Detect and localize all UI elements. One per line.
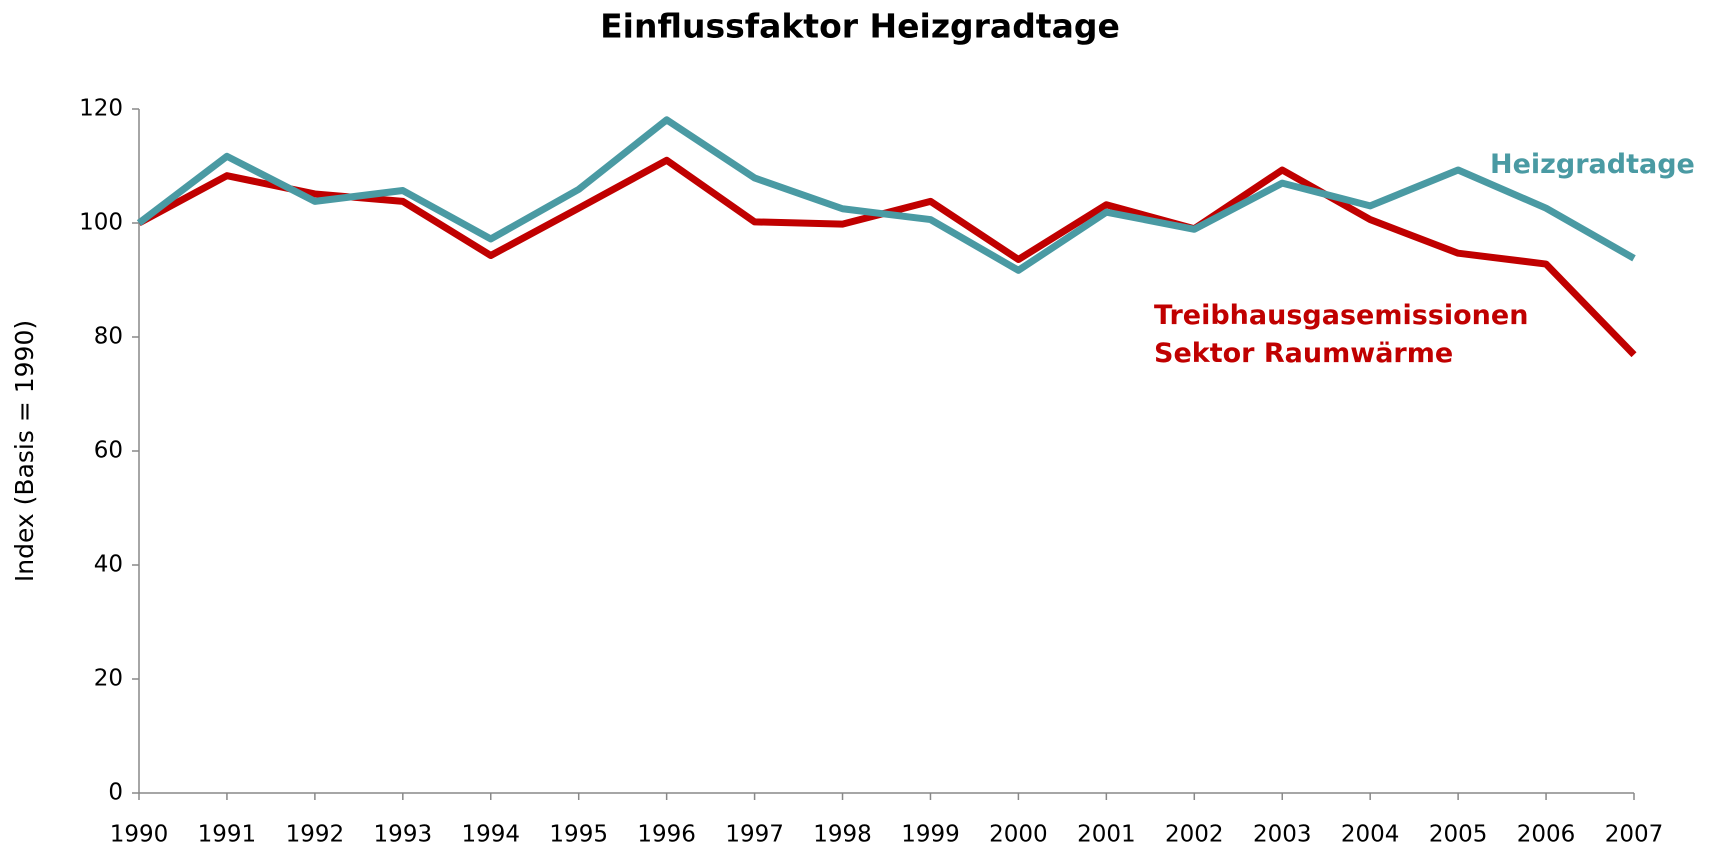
x-tick-label: 2006	[1517, 822, 1576, 848]
x-tick-label: 2000	[989, 822, 1048, 848]
x-tick-label: 2007	[1605, 822, 1664, 848]
x-tick-label: 1998	[813, 822, 872, 848]
x-tick-label: 2002	[1165, 822, 1224, 848]
x-tick-label: 1999	[901, 822, 960, 848]
x-tick-label: 2005	[1429, 822, 1488, 848]
chart-title: Einflussfaktor Heizgradtage	[600, 7, 1120, 46]
y-tick-label: 0	[108, 780, 123, 806]
y-tick-label: 60	[94, 438, 123, 464]
y-tick-label: 120	[79, 96, 123, 122]
x-tick-label: 1997	[725, 822, 784, 848]
series-label: Heizgradtage	[1490, 149, 1695, 180]
x-tick-label: 1990	[110, 822, 169, 848]
x-tick-label: 1995	[549, 822, 608, 848]
x-tick-label: 1994	[461, 822, 520, 848]
series-line	[136, 116, 1636, 274]
y-tick-label: 40	[94, 552, 123, 578]
x-tick-label: 2003	[1253, 822, 1312, 848]
y-tick-label: 80	[94, 324, 123, 350]
x-tick-label: 1996	[637, 822, 696, 848]
series-label: Treibhausgasemissionen Sektor Raumwärme	[1154, 300, 1529, 369]
x-tick-label: 1993	[374, 822, 433, 848]
x-tick-label: 1991	[198, 822, 257, 848]
y-tick-label: 100	[79, 210, 123, 236]
x-tick-label: 1992	[286, 822, 345, 848]
y-tick-label: 20	[94, 666, 123, 692]
x-tick-label: 2004	[1341, 822, 1400, 848]
x-tick-label: 2001	[1077, 822, 1136, 848]
y-axis-label: Index (Basis = 1990)	[10, 320, 39, 582]
